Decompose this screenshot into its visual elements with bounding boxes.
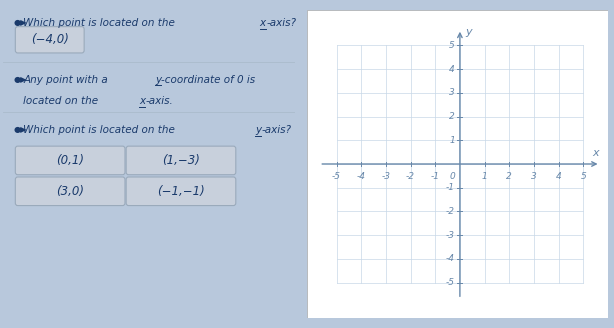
FancyBboxPatch shape (126, 146, 236, 175)
Text: -5: -5 (446, 278, 455, 287)
Text: -coordinate of 0 is: -coordinate of 0 is (161, 74, 255, 85)
FancyBboxPatch shape (15, 27, 84, 53)
Text: x: x (260, 18, 266, 28)
FancyBboxPatch shape (15, 146, 125, 175)
Text: 5: 5 (580, 172, 586, 181)
Text: (−1,−1): (−1,−1) (157, 185, 205, 198)
Text: 4: 4 (449, 65, 455, 73)
Text: Which point is located on the: Which point is located on the (23, 125, 179, 135)
Text: 3: 3 (531, 172, 537, 181)
Text: x: x (593, 148, 599, 158)
Text: 3: 3 (449, 88, 455, 97)
Text: x: x (139, 96, 146, 106)
Text: -5: -5 (332, 172, 341, 181)
Text: (3,0): (3,0) (56, 185, 84, 198)
Text: ●▶: ●▶ (14, 75, 27, 84)
Text: -1: -1 (446, 183, 455, 192)
Text: 2: 2 (507, 172, 512, 181)
Text: -1: -1 (431, 172, 440, 181)
Text: ●▶: ●▶ (14, 18, 27, 27)
Text: y: y (155, 74, 161, 85)
Text: 0: 0 (449, 172, 455, 181)
Text: (1,−3): (1,−3) (162, 154, 200, 167)
Text: 5: 5 (449, 41, 455, 50)
Text: -axis?: -axis? (266, 18, 296, 28)
Text: (−4,0): (−4,0) (31, 33, 69, 47)
Text: -axis?: -axis? (261, 125, 291, 135)
FancyBboxPatch shape (126, 177, 236, 206)
FancyBboxPatch shape (15, 177, 125, 206)
Text: 1: 1 (481, 172, 488, 181)
Text: -2: -2 (446, 207, 455, 216)
Text: -3: -3 (446, 231, 455, 240)
Text: located on the: located on the (23, 96, 102, 106)
Text: -3: -3 (381, 172, 391, 181)
Text: y: y (465, 27, 472, 37)
Text: Any point with a: Any point with a (23, 74, 112, 85)
Text: 2: 2 (449, 112, 455, 121)
Text: -axis.: -axis. (146, 96, 173, 106)
Text: y: y (255, 125, 262, 135)
Text: ●▶: ●▶ (14, 125, 27, 134)
FancyBboxPatch shape (307, 10, 608, 318)
Text: 1: 1 (449, 136, 455, 145)
Text: (0,1): (0,1) (56, 154, 84, 167)
Text: 4: 4 (556, 172, 561, 181)
Text: -4: -4 (446, 255, 455, 263)
Text: -4: -4 (357, 172, 366, 181)
Text: -2: -2 (406, 172, 415, 181)
Text: Which point is located on the: Which point is located on the (23, 18, 179, 28)
